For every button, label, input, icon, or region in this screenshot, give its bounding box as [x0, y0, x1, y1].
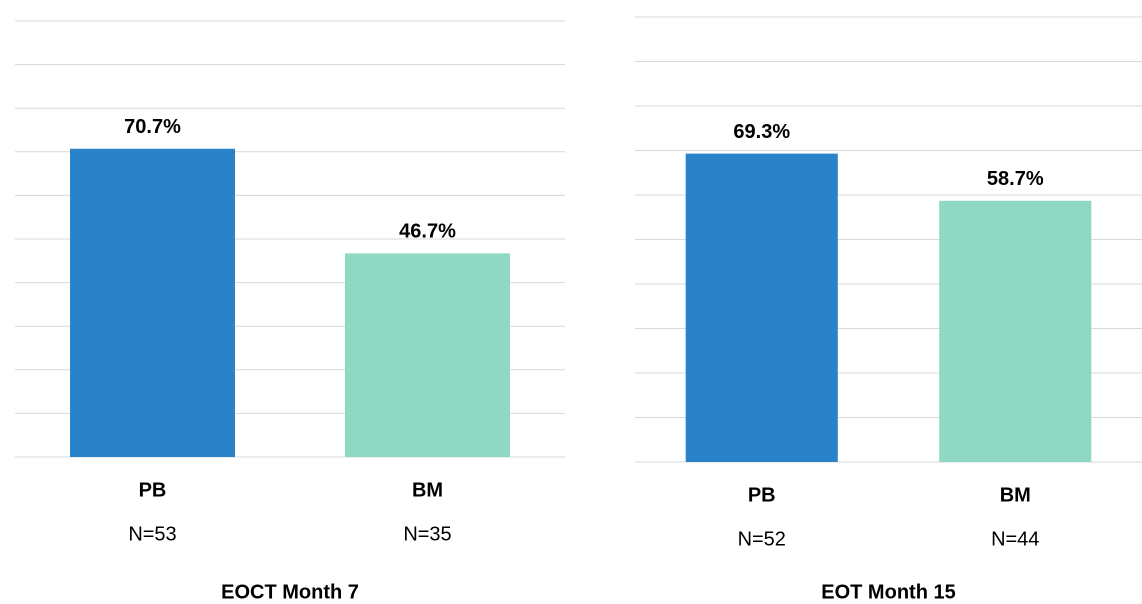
sample-size: N=52: [738, 528, 786, 550]
chart-title: EOT Month 15: [821, 581, 955, 603]
value-label: 46.7%: [399, 221, 456, 243]
chart-title: EOCT Month 7: [221, 581, 359, 603]
value-label: 69.3%: [733, 121, 790, 143]
x-tick-label: PB: [139, 479, 167, 501]
x-tick-label: BM: [412, 479, 443, 501]
sample-size: N=53: [128, 523, 176, 545]
bar: [685, 153, 838, 463]
x-tick-label: PB: [748, 484, 776, 506]
x-tick-label: BM: [1000, 484, 1031, 506]
value-label: 58.7%: [987, 168, 1044, 190]
sample-size: N=35: [403, 523, 451, 545]
bar: [70, 148, 235, 458]
sample-size: N=44: [991, 528, 1039, 550]
bar: [345, 253, 510, 457]
bar: [939, 200, 1092, 462]
value-label: 70.7%: [124, 116, 181, 138]
